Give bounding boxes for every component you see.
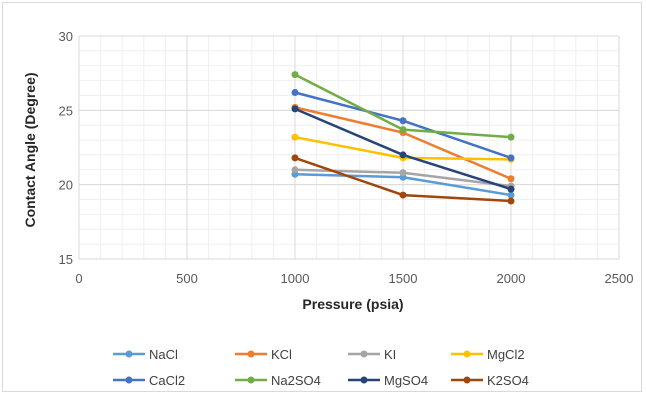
legend-marker — [463, 350, 471, 358]
legend-item-cacl2: CaCl2 — [113, 373, 185, 388]
legend-marker — [125, 350, 133, 358]
legend-item-na2so4: Na2SO4 — [235, 373, 321, 388]
legend-label: KI — [384, 347, 396, 362]
legend-marker — [360, 350, 368, 358]
x-axis-ticks: 0 500 1000 1500 2000 2500 — [75, 271, 633, 286]
data-point-cacl2 — [507, 154, 515, 162]
legend-label: NaCl — [149, 347, 178, 362]
legend: NaCl KCl KI MgCl2 CaCl2 Na2SO4 MgSO4 K2SO4 — [113, 347, 529, 388]
data-point-na2so4 — [507, 133, 515, 141]
data-point-k2so4 — [291, 154, 299, 162]
data-point-cacl2 — [399, 117, 407, 125]
x-tick-label: 1500 — [389, 271, 418, 286]
chart-frame: 15 20 25 30 0 500 1000 1500 2000 2500 Contact An… — [2, 2, 642, 392]
legend-label: MgCl2 — [487, 347, 525, 362]
legend-item-mgso4: MgSO4 — [348, 373, 428, 388]
y-axis-title: Contact Angle (Degree) — [22, 72, 38, 227]
x-tick-label: 2500 — [605, 271, 634, 286]
x-tick-label: 1000 — [281, 271, 310, 286]
y-tick-label: 25 — [59, 103, 73, 118]
legend-label: MgSO4 — [384, 373, 428, 388]
legend-marker — [125, 376, 133, 384]
data-point-nacl — [507, 191, 515, 199]
legend-item-k2so4: K2SO4 — [451, 373, 529, 388]
legend-label: Na2SO4 — [271, 373, 321, 388]
y-tick-label: 20 — [59, 178, 73, 193]
x-tick-label: 500 — [176, 271, 198, 286]
x-tick-label: 0 — [75, 271, 82, 286]
data-point-k2so4 — [399, 191, 407, 199]
legend-item-nacl: NaCl — [113, 347, 178, 362]
data-point-ki — [399, 169, 407, 177]
y-axis-ticks: 15 20 25 30 — [59, 29, 73, 267]
data-point-ki — [291, 166, 299, 174]
data-point-na2so4 — [399, 126, 407, 134]
x-tick-label: 2000 — [497, 271, 526, 286]
data-point-mgcl2 — [291, 133, 299, 141]
line-chart: 15 20 25 30 0 500 1000 1500 2000 2500 Contact An… — [22, 29, 633, 388]
legend-marker — [463, 376, 471, 384]
legend-label: K2SO4 — [487, 373, 529, 388]
legend-item-ki: KI — [348, 347, 396, 362]
legend-marker — [247, 350, 255, 358]
legend-item-kcl: KCl — [235, 347, 292, 362]
data-point-kcl — [507, 175, 515, 183]
data-point-na2so4 — [291, 71, 299, 79]
x-axis-title: Pressure (psia) — [302, 296, 403, 312]
data-point-mgso4 — [291, 105, 299, 113]
data-point-k2so4 — [507, 197, 515, 205]
legend-label: KCl — [271, 347, 292, 362]
data-point-mgso4 — [507, 185, 515, 193]
y-tick-label: 30 — [59, 29, 73, 44]
data-point-cacl2 — [291, 88, 299, 96]
legend-marker — [247, 376, 255, 384]
legend-label: CaCl2 — [149, 373, 185, 388]
data-point-mgso4 — [399, 151, 407, 159]
y-tick-label: 15 — [59, 252, 73, 267]
series-points — [291, 71, 515, 205]
major-gridlines — [78, 35, 620, 260]
legend-marker — [360, 376, 368, 384]
legend-item-mgcl2: MgCl2 — [451, 347, 525, 362]
